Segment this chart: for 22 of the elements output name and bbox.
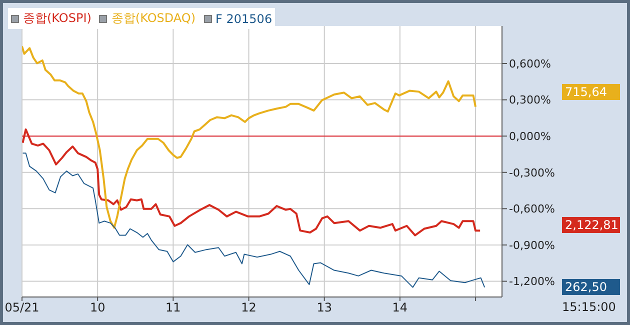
x-tick-label: 13 xyxy=(316,300,332,315)
y-tick-label: 0,300% xyxy=(509,94,551,107)
x-tick-label: 10 xyxy=(90,300,106,315)
line-series xyxy=(22,45,477,229)
y-tick-label: -0,300% xyxy=(509,166,555,180)
x-tick-label: 11 xyxy=(166,300,181,315)
y-tick-label: -0,900% xyxy=(509,238,555,252)
text: 2,122,81 xyxy=(562,217,620,234)
x-tick-label: 12 xyxy=(241,300,256,315)
text: 종합(KOSDAQ) xyxy=(110,10,196,27)
text: 15:15:00 xyxy=(562,300,616,314)
line-series xyxy=(22,152,486,288)
x-tick-label: 14 xyxy=(392,300,408,315)
x-tick-label: 05/21 xyxy=(4,300,40,315)
y-tick-label: 0,000% xyxy=(509,130,551,143)
text: 종합(KOSPI) xyxy=(22,10,92,27)
y-tick-label: 0,600% xyxy=(509,57,551,70)
text: F 201506 xyxy=(214,10,272,27)
text: 262,50 xyxy=(562,278,620,295)
text: 715,64 xyxy=(562,84,620,100)
y-tick-label: -1,200% xyxy=(509,275,555,288)
y-tick-label: -0,600% xyxy=(509,202,555,216)
